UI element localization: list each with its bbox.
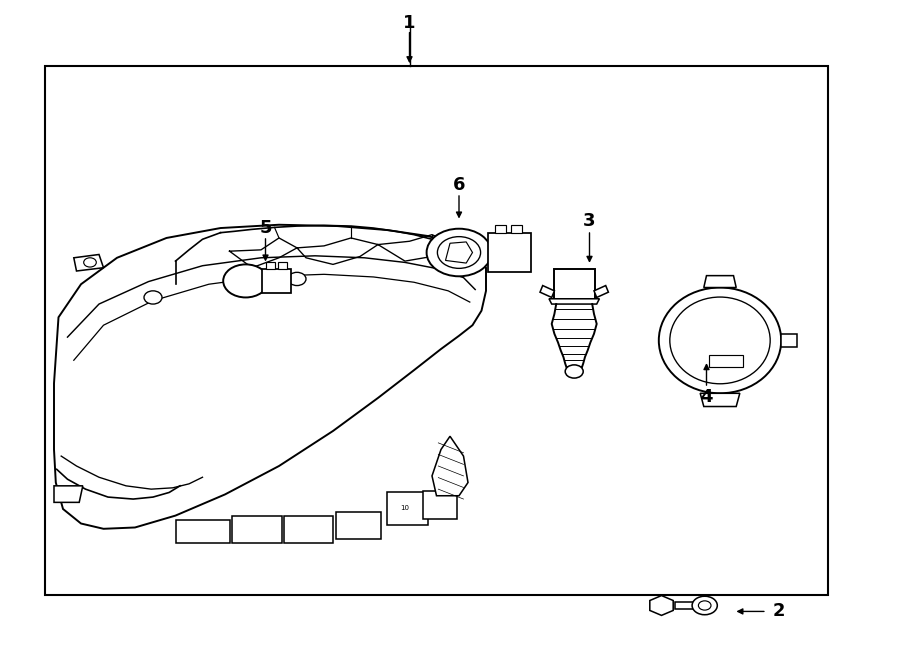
Bar (495, 225, 506, 233)
Circle shape (565, 365, 583, 378)
Circle shape (427, 229, 491, 276)
Text: 1: 1 (403, 14, 416, 32)
Polygon shape (54, 486, 83, 502)
Polygon shape (74, 254, 104, 271)
Bar (336, 512, 381, 539)
Circle shape (223, 264, 268, 297)
Bar (176, 520, 230, 543)
Bar (284, 516, 333, 543)
Polygon shape (549, 299, 599, 304)
Text: 3: 3 (583, 212, 596, 231)
Circle shape (144, 291, 162, 304)
Bar (511, 225, 522, 233)
Bar (554, 269, 595, 299)
Circle shape (698, 601, 711, 610)
Circle shape (692, 596, 717, 615)
Polygon shape (432, 436, 468, 496)
Bar (262, 269, 291, 293)
Bar (266, 262, 274, 269)
Text: 4: 4 (700, 387, 713, 406)
Text: 5: 5 (259, 219, 272, 237)
Bar (675, 602, 700, 609)
Text: 6: 6 (453, 176, 465, 194)
Polygon shape (700, 393, 740, 407)
Polygon shape (650, 596, 673, 615)
Ellipse shape (659, 288, 781, 393)
Bar (387, 492, 428, 525)
Ellipse shape (670, 297, 770, 384)
Polygon shape (446, 242, 472, 263)
Circle shape (84, 258, 96, 267)
Polygon shape (704, 276, 736, 288)
Text: 10: 10 (400, 504, 410, 511)
Bar (423, 491, 457, 519)
Text: 2: 2 (772, 602, 785, 621)
Polygon shape (709, 355, 742, 367)
Bar (45, 66, 828, 595)
Bar (232, 516, 282, 543)
Polygon shape (594, 286, 608, 297)
Polygon shape (540, 286, 554, 297)
Circle shape (437, 237, 481, 268)
Bar (278, 262, 287, 269)
Bar (488, 233, 531, 272)
Polygon shape (781, 334, 797, 347)
Circle shape (288, 272, 306, 286)
Polygon shape (54, 225, 486, 529)
